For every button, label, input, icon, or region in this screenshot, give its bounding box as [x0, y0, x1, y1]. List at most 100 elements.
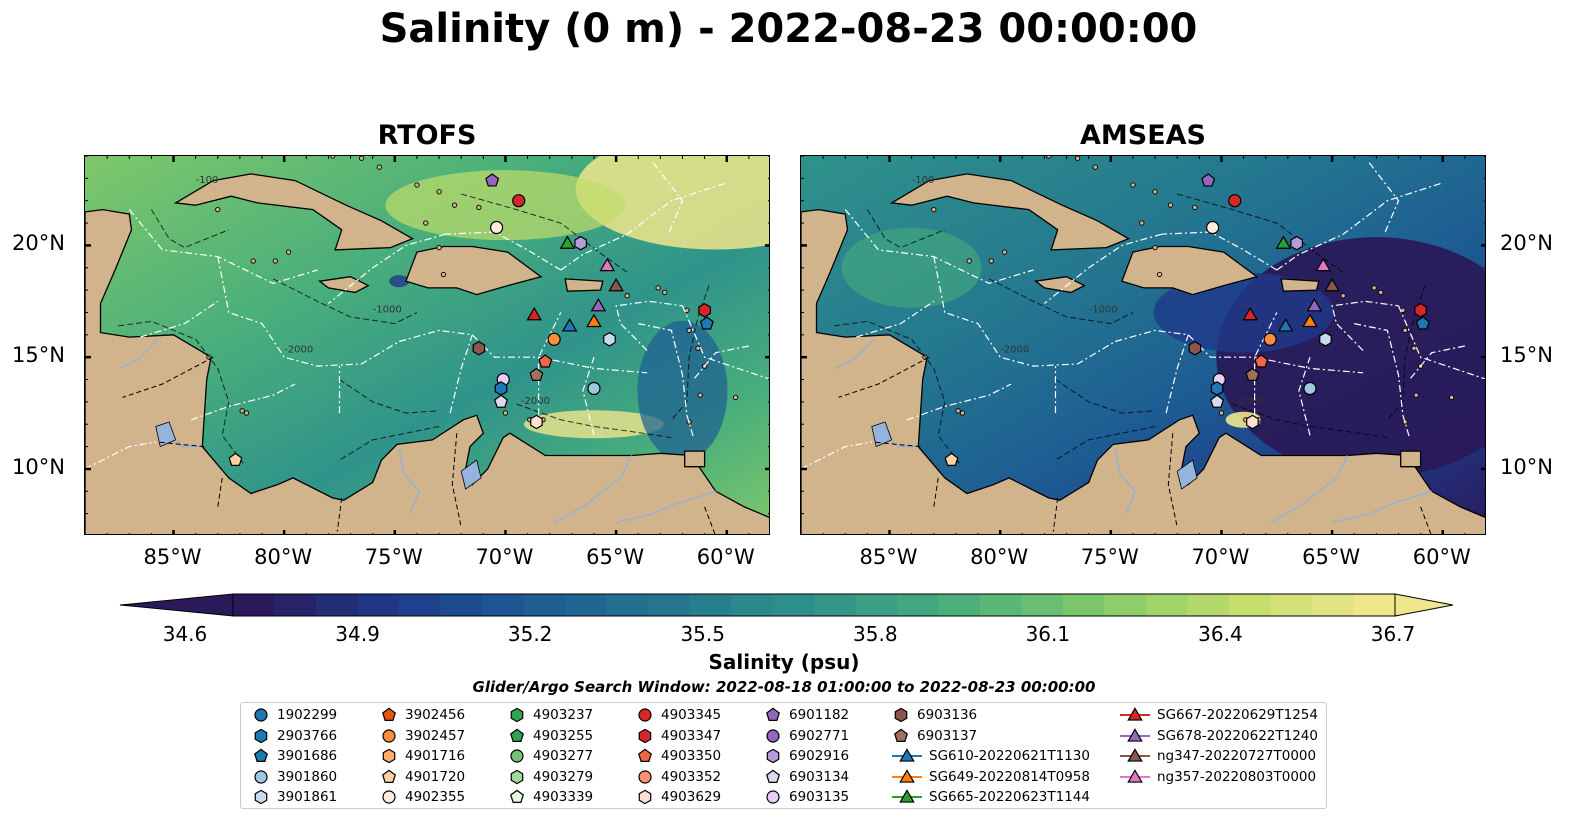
legend-marker-icon: [638, 748, 652, 762]
country-border: [704, 506, 716, 534]
legend-item-label: 6903136: [917, 707, 978, 723]
salinity-eddy: [841, 227, 982, 308]
colorbar-band: [1187, 594, 1230, 616]
land-central-america: [801, 208, 1485, 534]
legend-marker-icon: [892, 748, 922, 762]
depth-contour: [272, 278, 418, 325]
obs-marker-SG678-20220622T1240: [590, 297, 607, 312]
eez-boundary: [538, 312, 562, 416]
eez-boundary: [190, 383, 296, 421]
legend-item-label: 3901860: [277, 768, 338, 785]
colorbar-band: [482, 594, 524, 616]
obs-marker-6903134: [1210, 394, 1225, 408]
colorbar-band: [316, 594, 358, 616]
small-island: [1001, 249, 1008, 255]
small-island: [414, 182, 420, 188]
obs-marker-4903345: [512, 194, 526, 208]
amseas-salinity-map[interactable]: -2000 -2000 -100 -1000: [800, 155, 1486, 535]
obs-marker-3901861: [1319, 331, 1332, 347]
legend-marker: [894, 707, 908, 723]
colorbar-band: [1063, 594, 1105, 616]
observation-markers: [944, 173, 1430, 466]
small-island: [423, 220, 429, 226]
legend-marker-icon: [510, 789, 524, 803]
depth-contour: [1055, 379, 1156, 414]
legend-item-label: ng347-20220727T0000: [1157, 748, 1317, 764]
small-island: [624, 293, 630, 299]
colorbar-band: [772, 594, 815, 616]
legend-marker-icon: [766, 790, 780, 804]
legend-marker-icon: [892, 768, 922, 783]
obs-marker-3901860: [1303, 381, 1317, 396]
depth-contour: [461, 193, 628, 273]
colorbar-band: [274, 594, 317, 616]
eez-boundary: [1409, 345, 1466, 380]
land-hispaniola: [405, 245, 543, 296]
legend-marker: [254, 728, 268, 743]
colorbar-band: [1312, 594, 1354, 616]
legend-marker-icon: [766, 769, 780, 783]
small-island: [1092, 164, 1098, 170]
obs-marker-6902916: [574, 235, 588, 251]
obs-marker-SG649-20220814T0958: [1302, 313, 1318, 328]
legend-item: 4901720: [379, 767, 465, 787]
colorbar-band: [731, 594, 773, 616]
country-border: [873, 441, 921, 448]
colorbar-band: [399, 594, 441, 616]
colorbar-outline: [232, 593, 1396, 617]
legend-item: 4903629: [635, 787, 721, 807]
depth-contour: [339, 379, 440, 414]
legend-item: 1902299: [251, 705, 337, 725]
eez-boundary: [140, 300, 219, 338]
colorbar-band: [814, 594, 856, 616]
river: [1269, 455, 1349, 524]
amseas-lat-label: 20°N: [1500, 231, 1553, 256]
small-island: [959, 410, 966, 416]
legend-item-label: 6901182: [789, 707, 850, 723]
small-island: [215, 206, 221, 213]
legend-marker-icon: [1120, 748, 1150, 762]
legend-marker: [510, 769, 524, 784]
land-jamaica: [317, 276, 370, 294]
search-window-label: Glider/Argo Search Window: 2022-08-18 01…: [472, 678, 1096, 696]
eez-boundary: [328, 233, 446, 304]
country-border: [451, 433, 462, 528]
legend-item-label: 4903350: [661, 748, 722, 764]
legend-marker-icon: [766, 707, 780, 721]
legend-item-label: 2903766: [277, 727, 338, 744]
obs-marker-SG665-20220623T1144: [1275, 235, 1292, 249]
eez-boundary: [1165, 334, 1189, 414]
low-salinity-patch: [637, 320, 728, 461]
obs-marker-3901861: [603, 331, 616, 347]
observation-markers: [228, 173, 714, 466]
legend-marker-icon: [510, 728, 524, 742]
small-island: [966, 258, 972, 264]
eez-boundary: [399, 329, 648, 374]
legend-marker: [382, 748, 396, 764]
small-island: [451, 202, 458, 208]
legend-item: SG678-20220622T1240: [1119, 726, 1318, 746]
country-border: [933, 477, 939, 507]
legend-marker-icon: [1120, 707, 1150, 721]
obs-marker-3902457: [1263, 332, 1277, 346]
legend-item-label: 4903352: [661, 768, 722, 785]
eez-boundary: [1367, 160, 1400, 233]
legend-item: 4902355: [379, 787, 465, 807]
legend-marker: [510, 728, 524, 742]
legend-item: 4903352: [635, 767, 721, 787]
contour-label: -2000: [521, 396, 550, 407]
legend-item: 3902457: [379, 726, 465, 746]
legend-item-label: 4903339: [533, 789, 594, 805]
legend-marker-icon: [254, 769, 268, 784]
legend-item-label: 3902456: [405, 707, 466, 723]
legend-item: SG665-20220623T1144: [891, 787, 1090, 807]
country-border: [157, 441, 205, 448]
eez-boundary: [85, 441, 156, 470]
legend-item-label: 4901716: [405, 748, 466, 764]
small-island: [376, 164, 382, 170]
small-island: [1378, 289, 1384, 296]
obs-marker-3901686: [1415, 316, 1430, 330]
obs-marker-2903766: [494, 381, 508, 396]
obs-marker-SG649-20220814T0958: [586, 313, 602, 328]
rtofs-salinity-map[interactable]: -2000 -2000 -100 -1000: [84, 155, 770, 535]
